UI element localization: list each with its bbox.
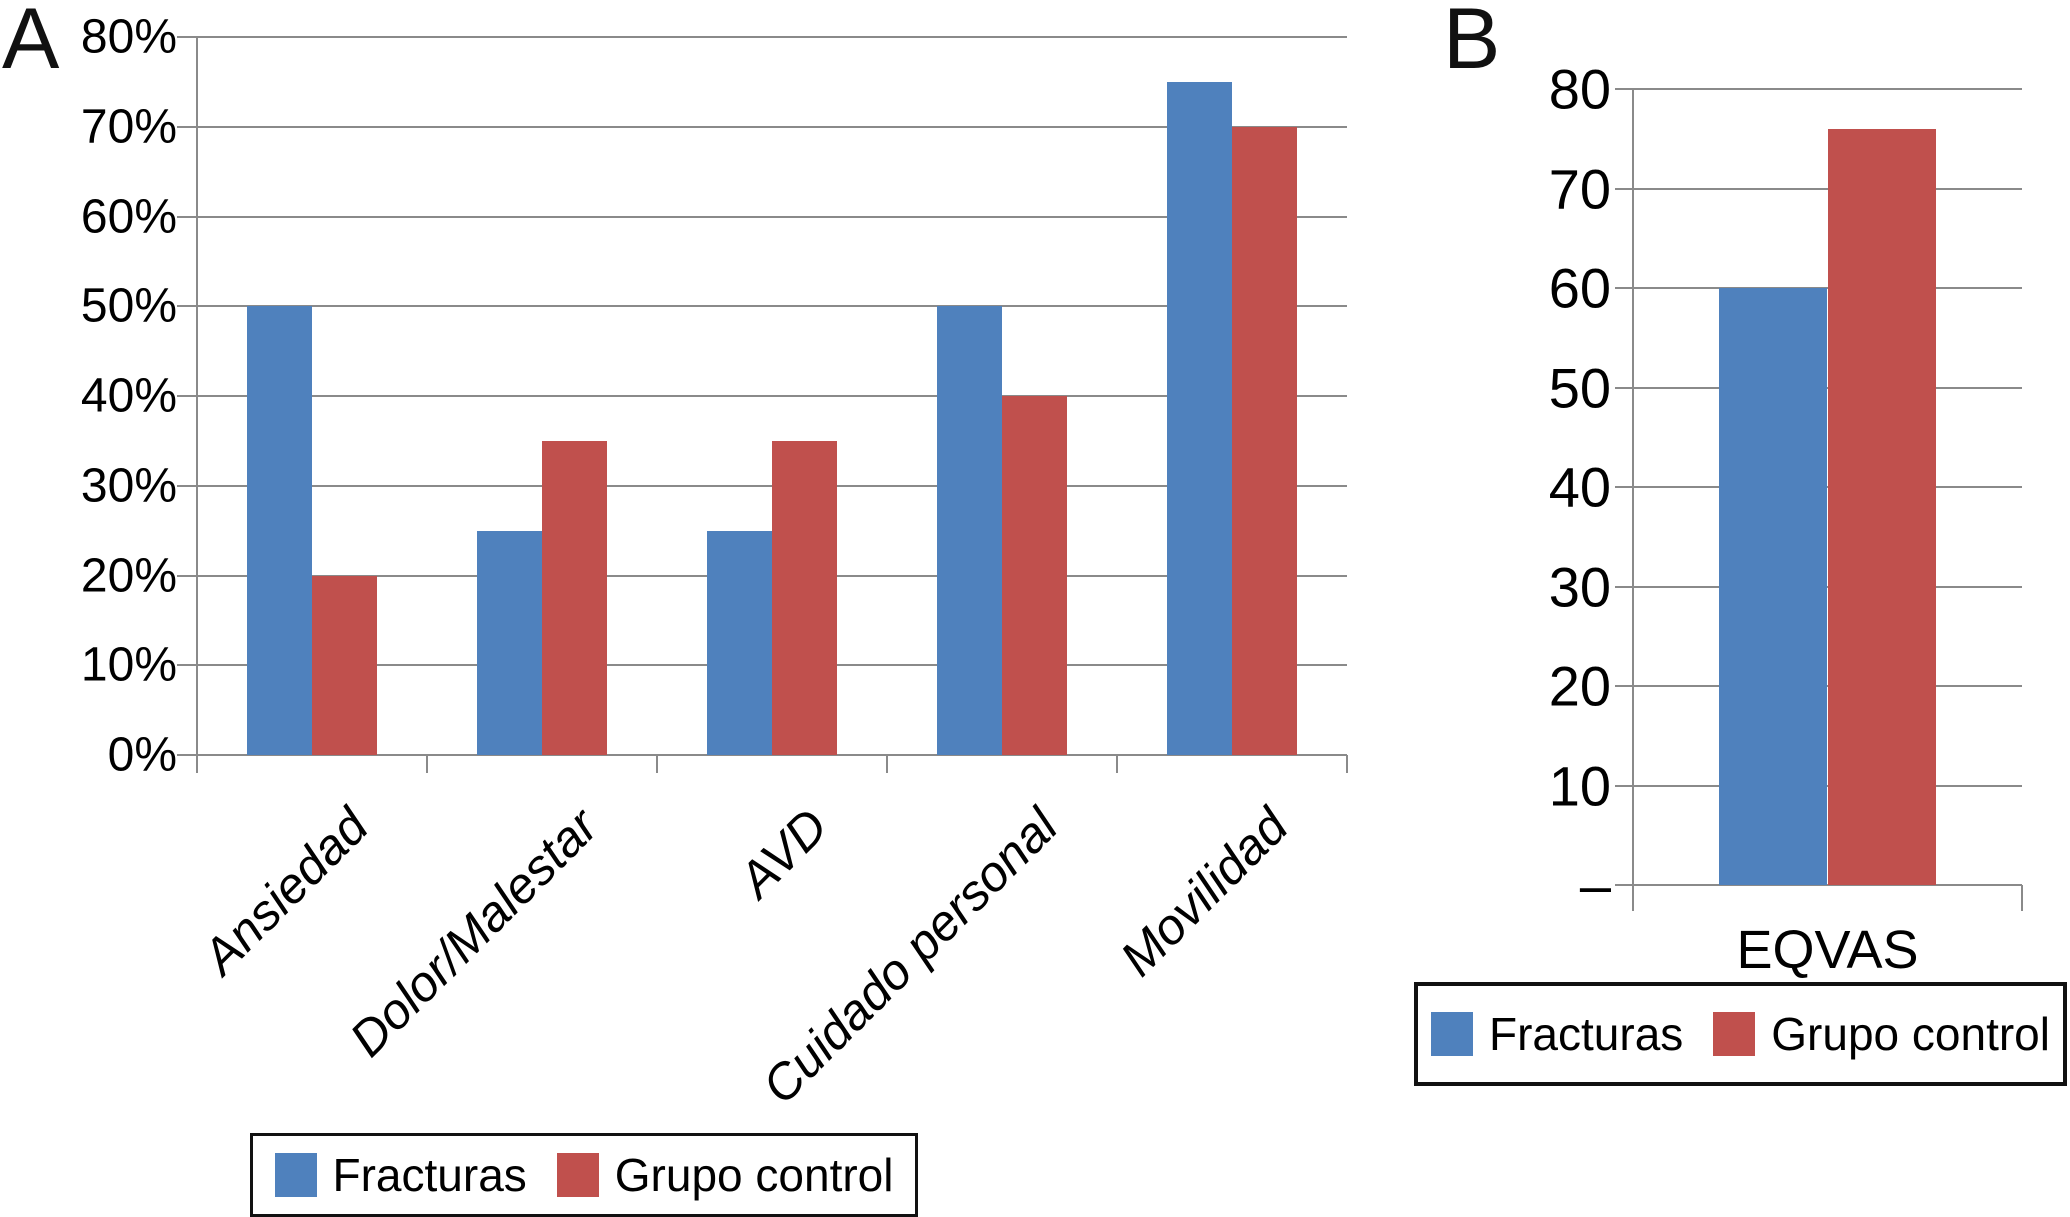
legend-item-fracturas: Fracturas	[1431, 1011, 1683, 1057]
x-axis-tick	[886, 755, 888, 773]
y-tick-label: 0%	[107, 728, 177, 782]
gridline	[177, 215, 1347, 218]
bar-grupo-control-ansiedad	[312, 575, 378, 755]
category-label: Ansiedad	[191, 797, 379, 985]
bar-fracturas-avd	[706, 530, 772, 755]
x-axis-tick	[196, 755, 198, 773]
y-tick-label: 20%	[80, 549, 177, 602]
x-axis-tick	[426, 755, 428, 773]
y-axis-line	[196, 37, 198, 773]
x-axis-tick	[1116, 755, 1118, 773]
legend-label: Grupo control	[614, 1149, 894, 1201]
category-label: AVD	[727, 797, 839, 909]
chart-a-plot-area: 0% 10% 20% 30% 40% 50% 60% 70% 80% Ansiedad Dolor/…	[81, 11, 1348, 1114]
grupo-control-swatch-icon	[556, 1153, 599, 1197]
bar-fracturas-movilidad	[1166, 81, 1232, 755]
x-axis-tick	[656, 755, 658, 773]
bar-fracturas-cuidado-personal	[936, 306, 1002, 755]
legend-label: Fracturas	[1489, 1008, 1684, 1060]
chart-a-legend: Fracturas Grupo control	[250, 1133, 918, 1217]
x-axis-tick	[2021, 885, 2023, 911]
y-tick-label: 50%	[80, 279, 177, 333]
y-axis-line	[1632, 89, 1634, 911]
y-tick-label: 70	[1548, 157, 1611, 220]
bar-fracturas-dolor-malestar	[476, 530, 542, 755]
gridline	[177, 484, 1347, 487]
bar-grupo-control-dolor-malestar	[542, 440, 608, 755]
legend-item-grupo-control: Grupo control	[1713, 1011, 2050, 1057]
y-tick-label: 80	[1548, 57, 1611, 121]
legend-item-grupo-control: Grupo control	[556, 1149, 894, 1201]
legend-item-fracturas: Fracturas	[274, 1149, 527, 1201]
bar-grupo-control-cuidado-personal	[1002, 396, 1068, 755]
grupo-control-swatch-icon	[1713, 1012, 1756, 1056]
y-tick-label: 60	[1548, 256, 1611, 320]
chart-b-plot-area: – 10 20 30 40 50 60 70 80 EQVAS	[1549, 58, 2023, 980]
bar-grupo-control-avd	[772, 440, 838, 755]
category-label: Movilidad	[1109, 797, 1299, 987]
y-tick-label: 50	[1548, 356, 1611, 419]
legend-label: Fracturas	[332, 1149, 527, 1201]
bar-grupo-control-movilidad	[1232, 126, 1298, 755]
y-tick-label: 10%	[80, 638, 177, 692]
gridline	[1615, 187, 2022, 190]
x-axis-tick	[1632, 885, 1634, 911]
x-axis-tick	[1346, 755, 1348, 773]
legend-label: Grupo control	[1771, 1008, 2050, 1060]
panel-a-label: A	[2, 0, 60, 87]
bar-fracturas-eqvas	[1719, 288, 1828, 885]
y-tick-label: 30	[1548, 555, 1611, 618]
y-tick-label: 10	[1548, 754, 1611, 817]
bar-grupo-control-eqvas	[1827, 128, 1936, 885]
gridline	[177, 36, 1347, 38]
fracturas-swatch-icon	[1431, 1012, 1474, 1056]
y-tick-label: 40	[1548, 455, 1611, 519]
category-label: EQVAS	[1736, 920, 1919, 980]
y-tick-label: 80%	[80, 10, 177, 64]
fracturas-swatch-icon	[274, 1153, 317, 1197]
y-tick-label: 40%	[80, 369, 177, 423]
gridline	[177, 395, 1347, 397]
chart-b-legend: Fracturas Grupo control	[1414, 982, 2067, 1086]
bar-fracturas-ansiedad	[246, 306, 312, 755]
gridline	[1615, 884, 2022, 886]
y-tick-label: 70%	[80, 100, 177, 154]
y-tick-label: 20	[1548, 654, 1611, 718]
y-tick-label: –	[1579, 853, 1611, 917]
gridline	[177, 125, 1347, 128]
gridline	[177, 305, 1347, 308]
panel-b-label: B	[1443, 0, 1501, 87]
gridline	[1615, 88, 2022, 90]
gridline	[177, 754, 1347, 756]
y-tick-label: 30%	[80, 459, 177, 513]
y-tick-label: 60%	[80, 190, 177, 243]
